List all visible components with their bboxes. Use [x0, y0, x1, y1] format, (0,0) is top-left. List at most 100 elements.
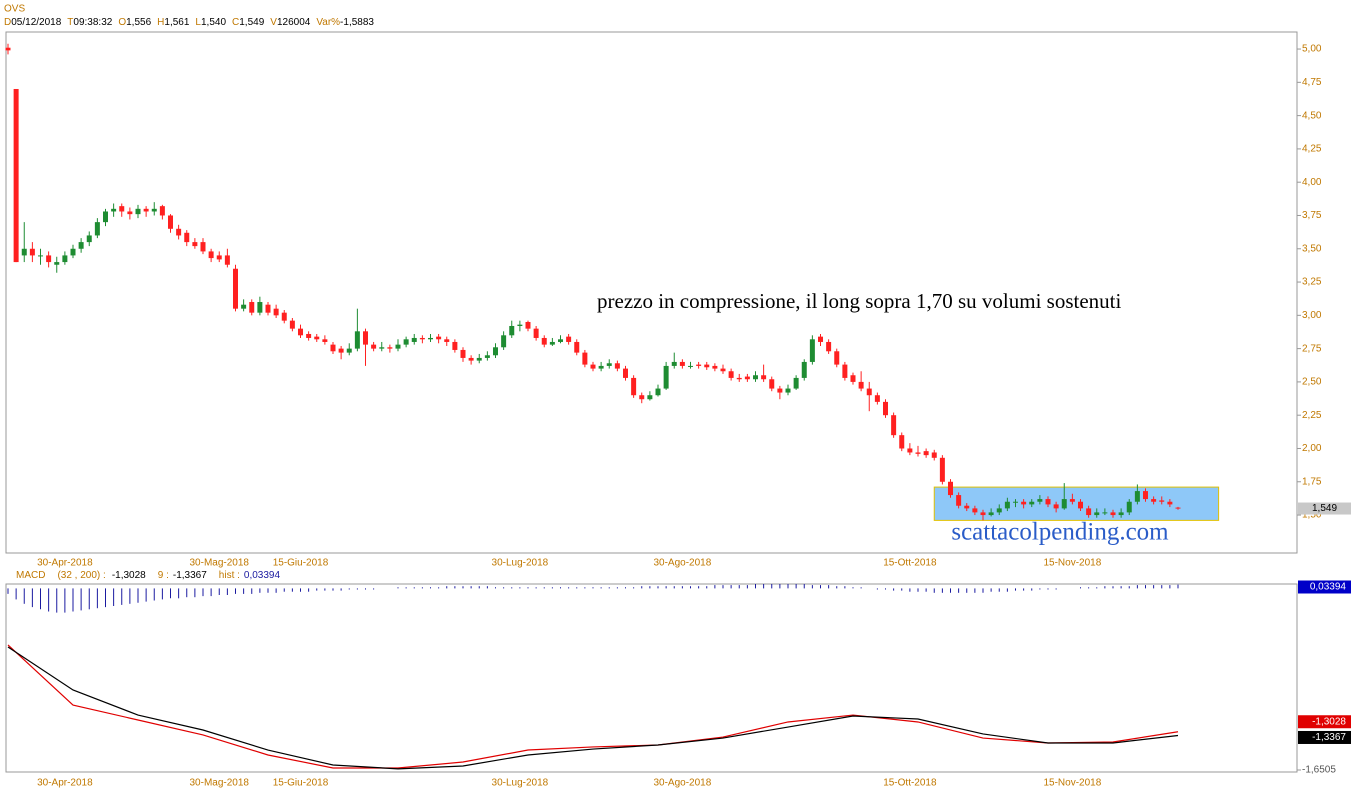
candle-body — [1053, 504, 1059, 509]
field-value: -1,5883 — [340, 17, 374, 28]
candle-body — [818, 336, 823, 342]
candle-body — [639, 395, 645, 400]
candle-body — [346, 348, 352, 353]
candle-body — [444, 339, 450, 342]
candle-body — [460, 349, 466, 358]
candle-body — [582, 352, 588, 365]
candle-body — [468, 357, 474, 361]
candle-body — [1134, 491, 1140, 502]
field-value: 1,561 — [164, 17, 189, 28]
candle-body — [793, 377, 799, 389]
candle-body — [1013, 501, 1018, 503]
y-tick-label: 4,00 — [1302, 177, 1322, 188]
candle-body — [103, 211, 108, 223]
candle-body — [484, 355, 490, 358]
candle-body — [46, 255, 52, 263]
macd-value: -1,3028 — [112, 570, 146, 581]
y-tick-label: 4,75 — [1302, 77, 1322, 88]
candle-body — [265, 304, 271, 313]
candle-body — [1021, 501, 1027, 505]
value-box — [1298, 580, 1351, 594]
candle-body — [176, 228, 182, 236]
annotation: prezzo in compressione, il long sopra 1,… — [597, 289, 1122, 313]
x-tick-label: 15-Nov-2018 — [1043, 558, 1101, 569]
candle-body — [86, 235, 92, 243]
ticker: OVS — [4, 4, 25, 15]
candle-body — [688, 365, 693, 367]
candle-body — [972, 508, 978, 513]
y-tick-label: 1,50 — [1302, 510, 1322, 521]
watermark: scattacolpending.com — [951, 519, 1169, 546]
y-tick-label: 2,25 — [1302, 410, 1322, 421]
x-tick-label: 30-Mag-2018 — [190, 778, 250, 789]
candle-body — [948, 481, 953, 496]
candle-body — [801, 361, 807, 378]
candle-body — [996, 508, 1002, 513]
candle-body — [980, 512, 986, 516]
candle-body — [143, 208, 149, 212]
macd-header: MACD (32 , 200) : -1,3028 9 : -1,3367 hist : 0… — [16, 570, 280, 581]
y-tick-label: 2,00 — [1302, 443, 1322, 454]
field-value: 05/12/2018 — [11, 17, 61, 28]
candle-body — [1110, 512, 1116, 516]
candle-body — [679, 361, 685, 366]
candle-body — [62, 255, 68, 263]
candle-body — [988, 512, 994, 516]
candle-body — [915, 452, 921, 454]
candle-body — [525, 321, 531, 329]
candle-body — [501, 335, 507, 348]
candle-body — [395, 344, 401, 349]
candle-body — [850, 375, 856, 382]
field-label: O — [118, 17, 126, 28]
candle-body — [13, 88, 19, 263]
candle-body — [834, 351, 840, 365]
candle-body — [330, 344, 336, 352]
candle-body — [647, 395, 653, 400]
candle-body — [574, 341, 580, 353]
y-tick-label: -1,6505 — [1302, 765, 1336, 776]
macd-line — [7, 646, 1179, 770]
candle-body — [306, 333, 312, 338]
field-value: 1,556 — [126, 17, 151, 28]
candle-body — [1175, 507, 1181, 509]
candle-body — [923, 451, 929, 456]
y-tick-label: 2,50 — [1302, 377, 1322, 388]
macd-line — [7, 644, 1179, 769]
x-tick-label: 30-Mag-2018 — [190, 558, 250, 569]
candle-body — [541, 337, 547, 345]
candle-body — [809, 339, 815, 362]
field-label: C — [232, 17, 239, 28]
candle-body — [322, 339, 328, 342]
value-box — [1298, 730, 1351, 744]
candle-body — [21, 248, 27, 256]
candle-body — [78, 242, 84, 249]
candle-body — [907, 448, 913, 453]
candle-body — [517, 324, 523, 326]
candle-body — [298, 328, 303, 336]
x-tick-label: 30-Lug-2018 — [492, 778, 549, 789]
x-tick-label: 30-Apr-2018 — [37, 558, 93, 569]
candle-body — [1029, 501, 1035, 505]
field-label: T — [67, 17, 73, 28]
x-tick-label: 15-Nov-2018 — [1043, 778, 1101, 789]
y-tick-label: 2,75 — [1302, 343, 1322, 354]
candle-body — [452, 341, 458, 350]
candle-body — [493, 347, 498, 356]
candle-body — [509, 325, 515, 336]
candle-body — [598, 365, 604, 369]
candle-body — [964, 505, 970, 509]
x-tick-label: 30-Ago-2018 — [653, 778, 711, 789]
candle-body — [1069, 499, 1075, 502]
candle-body — [1004, 501, 1010, 509]
candle-body — [631, 377, 637, 396]
candle-body — [363, 331, 368, 345]
quote-header: D05/12/2018 T09:38:32 O1,556 H1,561 L1,540 C1… — [4, 17, 374, 28]
candle-body — [956, 495, 962, 506]
candle-body — [224, 255, 230, 265]
candle-body — [1143, 491, 1148, 500]
candle-body — [184, 232, 190, 243]
candle-body — [5, 47, 11, 51]
